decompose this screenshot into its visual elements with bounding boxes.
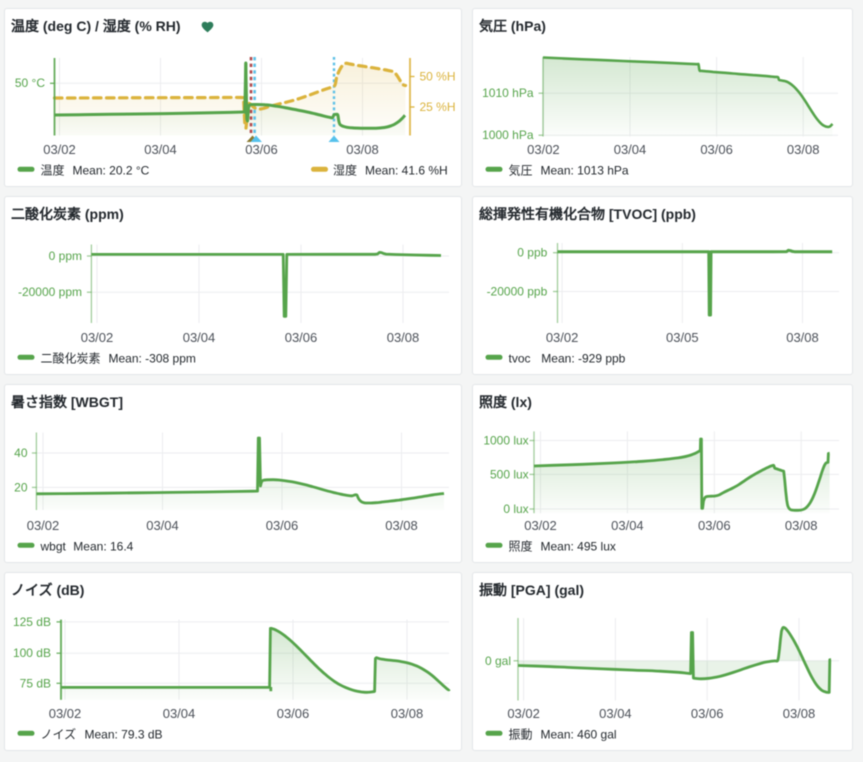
svg-text:1010 hPa: 1010 hPa [482, 86, 534, 100]
svg-text:0 gal: 0 gal [485, 653, 511, 667]
svg-text:03/02: 03/02 [27, 518, 60, 533]
svg-text:03/08: 03/08 [385, 518, 418, 533]
svg-text:100 dB: 100 dB [13, 646, 51, 660]
svg-text:-20000 ppb: -20000 ppb [487, 285, 548, 299]
svg-text:1000 hPa: 1000 hPa [482, 128, 534, 142]
svg-text:03/02: 03/02 [507, 706, 540, 721]
svg-text:ノイズ: ノイズ [41, 726, 77, 741]
svg-text:25 %H: 25 %H [420, 100, 456, 114]
svg-text:03/02: 03/02 [527, 142, 560, 157]
svg-text:気圧: 気圧 [509, 162, 533, 177]
svg-text:-20000 ppm: -20000 ppm [18, 285, 82, 299]
svg-text:03/04: 03/04 [599, 706, 632, 721]
svg-text:03/08: 03/08 [346, 142, 379, 157]
svg-text:75 dB: 75 dB [20, 676, 51, 690]
svg-text:03/08: 03/08 [787, 142, 820, 157]
svg-text:照度: 照度 [509, 538, 533, 553]
svg-text:03/04: 03/04 [163, 706, 196, 721]
svg-text:03/08: 03/08 [783, 706, 816, 721]
svg-text:03/06: 03/06 [698, 518, 731, 533]
svg-text:03/06: 03/06 [285, 330, 318, 345]
svg-text:03/08: 03/08 [387, 330, 420, 345]
svg-text:0 lux: 0 lux [503, 502, 528, 516]
svg-text:03/02: 03/02 [524, 518, 557, 533]
svg-text:40: 40 [14, 446, 28, 460]
svg-text:03/02: 03/02 [81, 330, 114, 345]
svg-text:03/02: 03/02 [546, 330, 579, 345]
svg-text:03/06: 03/06 [277, 706, 310, 721]
svg-text:Mean: 79.3 dB: Mean: 79.3 dB [85, 727, 163, 741]
svg-text:Mean: 495 lux: Mean: 495 lux [541, 539, 616, 553]
svg-text:03/08: 03/08 [786, 330, 819, 345]
svg-text:125 dB: 125 dB [13, 614, 51, 628]
svg-text:1000 lux: 1000 lux [483, 434, 528, 448]
svg-text:Mean: 20.2 °C: Mean: 20.2 °C [73, 163, 150, 177]
svg-text:0 ppm: 0 ppm [49, 249, 82, 263]
svg-text:tvoc: tvoc [509, 351, 531, 365]
svg-text:Mean: 16.4: Mean: 16.4 [73, 539, 133, 553]
svg-text:03/04: 03/04 [183, 330, 216, 345]
svg-text:03/02: 03/02 [43, 142, 76, 157]
svg-text:03/08: 03/08 [785, 518, 818, 533]
svg-text:03/04: 03/04 [146, 518, 179, 533]
svg-text:03/08: 03/08 [391, 706, 424, 721]
svg-text:温度: 温度 [41, 162, 65, 177]
svg-text:03/04: 03/04 [611, 518, 644, 533]
svg-text:03/06: 03/06 [700, 142, 733, 157]
svg-text:500 lux: 500 lux [490, 467, 529, 481]
svg-text:振動: 振動 [509, 727, 533, 741]
svg-text:湿度: 湿度 [333, 162, 357, 177]
svg-text:03/06: 03/06 [266, 518, 299, 533]
svg-text:03/02: 03/02 [49, 706, 82, 721]
svg-text:Mean: 460 gal: Mean: 460 gal [541, 727, 617, 741]
svg-text:03/06: 03/06 [245, 142, 278, 157]
svg-text:Mean: 1013 hPa: Mean: 1013 hPa [541, 163, 629, 177]
svg-text:二酸化炭素: 二酸化炭素 [41, 350, 101, 365]
svg-text:Mean: -929 ppb: Mean: -929 ppb [541, 351, 625, 365]
svg-text:Mean: -308 ppm: Mean: -308 ppm [109, 351, 196, 365]
svg-text:03/06: 03/06 [691, 706, 724, 721]
svg-text:50 %H: 50 %H [420, 70, 456, 84]
svg-text:20: 20 [14, 480, 28, 494]
svg-text:0 ppb: 0 ppb [517, 246, 547, 260]
svg-text:03/04: 03/04 [614, 142, 647, 157]
svg-text:03/04: 03/04 [144, 142, 177, 157]
svg-text:Mean: 41.6 %H: Mean: 41.6 %H [365, 163, 448, 177]
svg-text:03/05: 03/05 [666, 330, 699, 345]
svg-text:wbgt: wbgt [40, 539, 67, 553]
svg-text:50 °C: 50 °C [15, 76, 45, 90]
